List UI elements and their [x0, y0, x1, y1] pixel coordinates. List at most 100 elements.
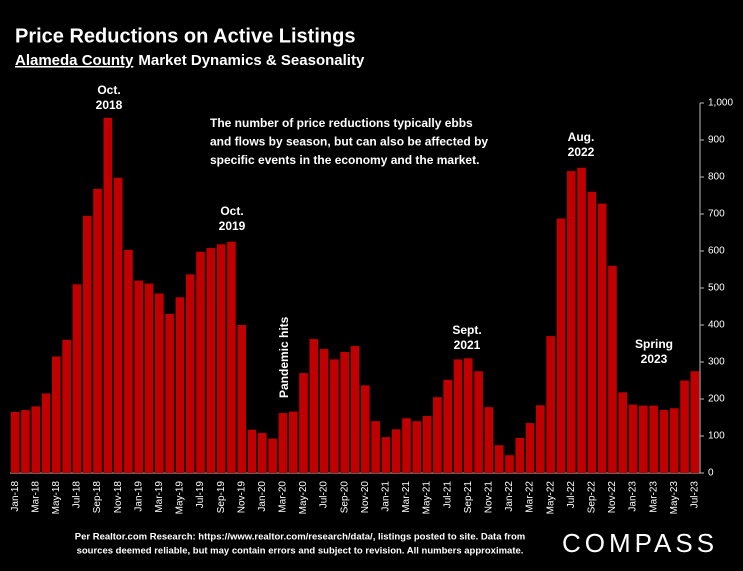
- bar: [31, 406, 41, 473]
- bar: [494, 445, 504, 473]
- x-tick-label: Jan-19: [133, 481, 144, 512]
- bar: [299, 373, 308, 473]
- note: The number of price reductions typically…: [210, 116, 473, 130]
- annotation: Oct.: [97, 83, 120, 97]
- bar: [196, 251, 205, 473]
- x-tick-label: Sep-22: [587, 481, 598, 514]
- bar: [484, 407, 494, 473]
- x-tick-label: Mar-21: [401, 481, 412, 513]
- x-tick-label: Nov-19: [236, 481, 247, 514]
- bar: [381, 437, 391, 473]
- bar: [165, 313, 174, 473]
- bar: [463, 358, 473, 473]
- x-tick-label: Nov-18: [113, 481, 124, 514]
- y-tick-label: 200: [708, 394, 725, 405]
- bar: [82, 215, 92, 473]
- x-tick-label: Jan-21: [381, 481, 392, 512]
- x-tick-label: Mar-23: [648, 481, 659, 513]
- y-tick-label: 700: [708, 209, 725, 220]
- x-tick-label: Jul-22: [566, 481, 577, 509]
- bar: [175, 297, 185, 473]
- x-tick-label: May-20: [298, 481, 309, 515]
- x-tick-label: Jul-19: [195, 481, 206, 509]
- x-tick-label: Sep-18: [92, 481, 103, 514]
- x-tick-label: Mar-18: [30, 481, 41, 513]
- x-tick-label: Mar-20: [278, 481, 289, 513]
- bar: [93, 188, 102, 473]
- bar: [309, 339, 319, 473]
- x-tick-label: Jan-18: [10, 481, 21, 512]
- bar: [618, 392, 628, 473]
- bar: [453, 359, 463, 473]
- x-tick-label: Nov-22: [607, 481, 618, 514]
- bar: [525, 423, 535, 473]
- bar: [288, 411, 298, 473]
- bar: [227, 241, 236, 473]
- bar: [340, 352, 350, 473]
- x-tick-label: Sep-21: [463, 481, 474, 514]
- annotation: Oct.: [220, 204, 243, 218]
- y-tick-label: 100: [708, 431, 725, 442]
- y-tick-label: 800: [708, 172, 725, 183]
- y-tick-label: 1,000: [708, 98, 733, 109]
- bar: [628, 404, 638, 473]
- annotation: 2021: [454, 338, 481, 352]
- bar: [62, 339, 71, 473]
- bar: [278, 413, 288, 473]
- bar: [72, 284, 82, 473]
- x-tick-label: May-22: [545, 481, 556, 515]
- bar: [124, 249, 133, 473]
- x-tick-label: Mar-19: [154, 481, 165, 513]
- bar: [474, 371, 483, 473]
- bar: [237, 325, 247, 473]
- bar: [649, 405, 658, 473]
- annotation: 2023: [641, 352, 668, 366]
- bar: [113, 177, 123, 474]
- x-tick-label: May-19: [175, 481, 186, 515]
- x-tick-label: Jul-23: [689, 481, 700, 509]
- bar: [587, 191, 597, 474]
- bar: [330, 359, 339, 473]
- y-tick-label: 400: [708, 320, 725, 331]
- bar: [443, 379, 453, 473]
- x-tick-label: Jul-20: [319, 481, 330, 509]
- bar: [155, 293, 164, 473]
- bar: [433, 397, 442, 473]
- bar: [546, 336, 555, 473]
- footer: Per Realtor.com Research: https://www.re…: [75, 532, 526, 543]
- bar: [319, 349, 329, 473]
- x-tick-label: May-21: [422, 481, 433, 515]
- logo: COMPASS: [562, 528, 718, 558]
- note: and flows by season, but can also be aff…: [210, 135, 488, 149]
- note: specific events in the economy and the m…: [210, 153, 479, 167]
- bar: [41, 393, 51, 473]
- annotation: 2018: [96, 98, 123, 112]
- chart-subtitle: Alameda County Market Dynamics & Seasonal…: [15, 52, 365, 69]
- bar: [134, 280, 144, 473]
- x-tick-label: May-23: [669, 481, 680, 515]
- x-tick-label: May-18: [51, 481, 62, 515]
- annotation: Sept.: [452, 323, 481, 337]
- bar: [505, 455, 514, 473]
- bar: [144, 283, 154, 473]
- bar: [659, 410, 669, 473]
- bar: [268, 438, 277, 473]
- bar: [608, 265, 617, 473]
- x-tick-label: Jan-22: [504, 481, 515, 512]
- y-tick-label: 900: [708, 135, 725, 146]
- bar: [566, 171, 576, 473]
- annotation: 2022: [568, 145, 595, 159]
- x-tick-label: Mar-22: [525, 481, 536, 513]
- x-tick-label: Jan-23: [628, 481, 639, 512]
- bar: [412, 421, 422, 473]
- y-tick-label: 600: [708, 246, 725, 257]
- bar: [257, 433, 267, 473]
- chart-title: Price Reductions on Active Listings: [15, 25, 355, 47]
- bar: [206, 248, 216, 473]
- bar: [350, 346, 360, 473]
- x-tick-label: Nov-20: [360, 481, 371, 514]
- x-tick-label: Nov-21: [484, 481, 495, 514]
